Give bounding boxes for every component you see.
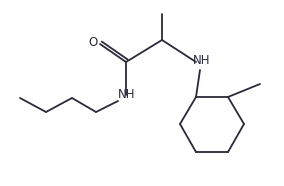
Text: NH: NH — [193, 54, 211, 68]
Text: O: O — [88, 36, 98, 49]
Text: NH: NH — [118, 87, 136, 100]
